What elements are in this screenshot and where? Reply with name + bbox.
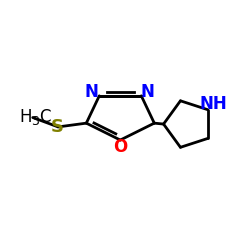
Text: C: C [39,108,51,126]
Text: N: N [141,83,155,101]
Text: NH: NH [200,95,227,113]
Text: H: H [20,108,32,126]
Text: N: N [85,83,99,101]
Text: 3: 3 [31,115,39,128]
Text: O: O [113,138,128,156]
Text: S: S [51,118,64,136]
